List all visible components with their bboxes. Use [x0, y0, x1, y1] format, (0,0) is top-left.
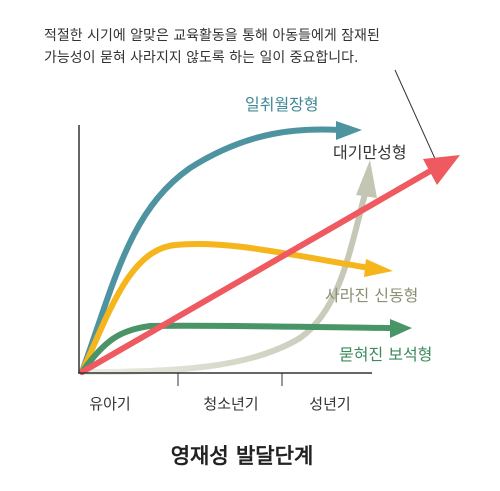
fading-arrowhead: [364, 259, 393, 277]
annotation-leader-line: [394, 69, 442, 173]
x-label-adulthood: 성년기: [309, 395, 350, 413]
annotation-line-2: 가능성이 묻혀 사라지지 않도록 하는 일이 중요합니다.: [44, 50, 359, 66]
late-bloom-arrowhead: [356, 160, 377, 198]
late-bloom-curve: [79, 187, 369, 375]
early-rise-curve: [79, 126, 343, 375]
buried-arrowhead: [390, 319, 412, 338]
early-rise-label: 일취월장형: [245, 95, 319, 114]
buried-curve: [79, 322, 395, 375]
early-rise-arrowhead: [336, 121, 362, 140]
late-bloom-label: 대기만성형: [333, 143, 407, 162]
fading-curve: [79, 241, 373, 375]
diagram-title: 영재성 발달단계: [171, 444, 314, 468]
buried-label: 묻혀진 보석형: [339, 345, 432, 364]
steady-line: [79, 167, 435, 375]
fading-label: 사라진 신동형: [325, 286, 418, 305]
x-label-infancy: 유아기: [89, 395, 130, 413]
steady-arrowhead: [423, 155, 460, 185]
annotation-line-1: 적절한 시기에 알맞은 교육활동을 통해 아동들에게 잠재된: [44, 28, 380, 44]
x-label-adolescence: 청소년기: [203, 395, 258, 413]
